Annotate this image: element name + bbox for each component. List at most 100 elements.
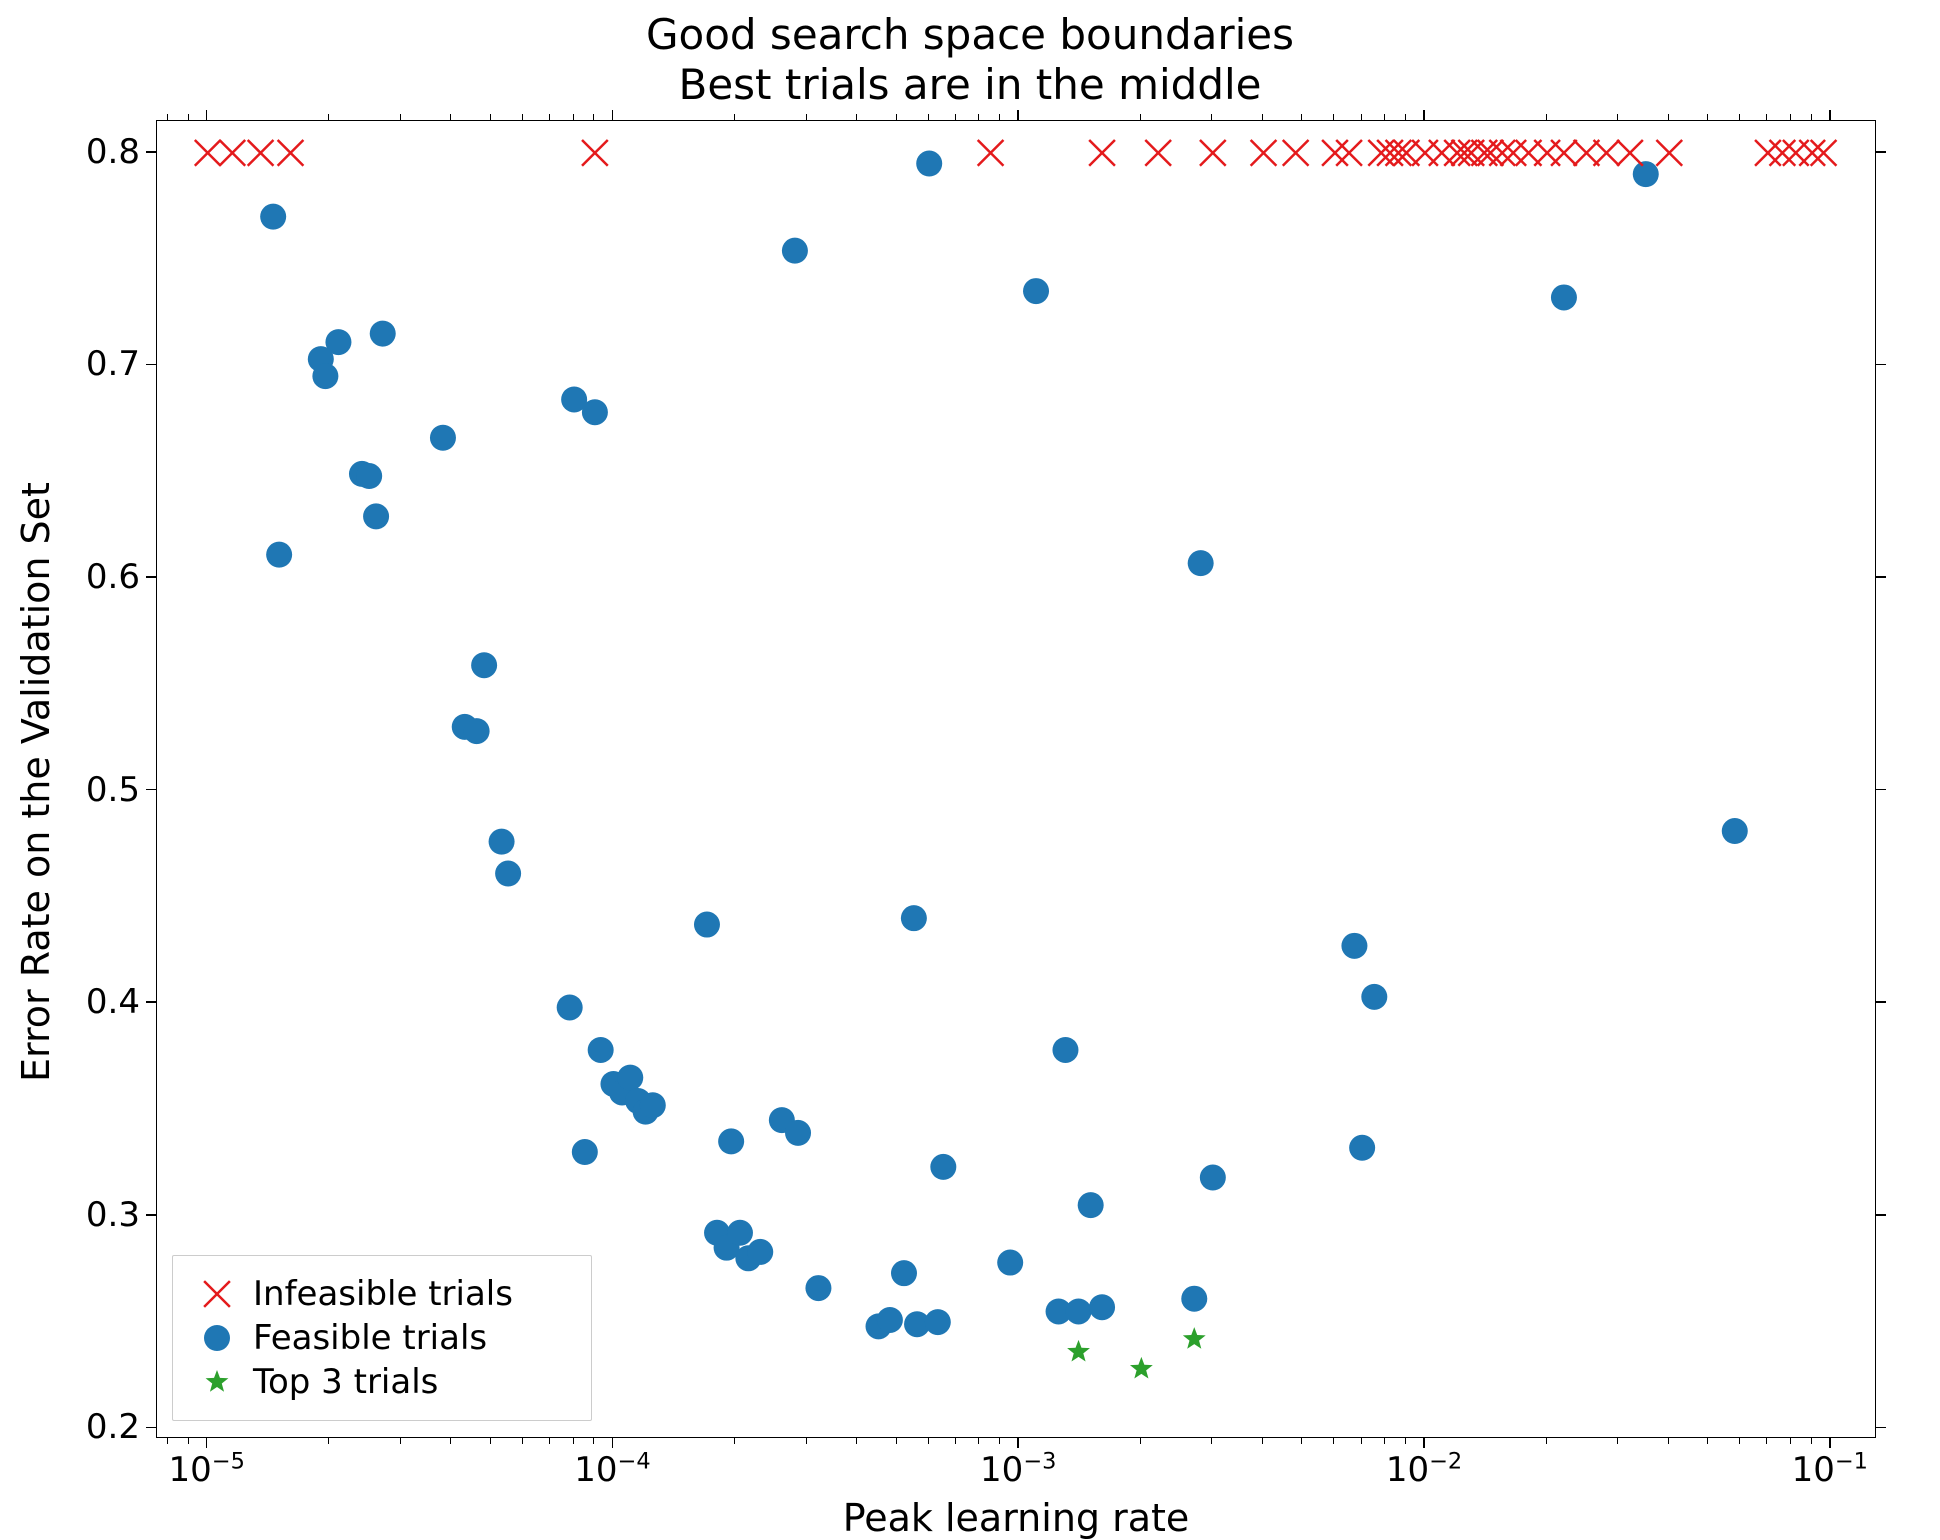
scatter-point: [1067, 1340, 1090, 1362]
scatter-point: [1188, 550, 1214, 576]
x-tick-label: 10−3: [980, 1450, 1056, 1490]
scatter-point: [891, 1260, 917, 1286]
scatter-point: [249, 141, 273, 165]
scatter-point: [572, 1139, 598, 1165]
scatter-point: [1349, 1135, 1375, 1161]
x-tick-label: 10−5: [169, 1450, 245, 1490]
plot-area: [156, 120, 1876, 1438]
scatter-point: [640, 1092, 666, 1118]
scatter-point: [1594, 141, 1618, 165]
legend-label: Infeasible trials: [253, 1274, 513, 1314]
legend-swatch: [189, 1367, 245, 1397]
legend-swatch: [189, 1323, 245, 1353]
scatter-point: [464, 718, 490, 744]
legend-label: Feasible trials: [253, 1318, 487, 1358]
scatter-point: [583, 141, 607, 165]
scatter-point: [930, 1154, 956, 1180]
scatter-point: [916, 151, 942, 177]
figure: Good search space boundariesBest trials …: [0, 0, 1940, 1539]
y-tick-label: 0.7: [86, 344, 140, 384]
scatter-point: [1284, 141, 1308, 165]
scatter-point: [1337, 141, 1361, 165]
scatter-point: [1361, 984, 1387, 1010]
scatter-point: [471, 652, 497, 678]
legend-label: Top 3 trials: [253, 1362, 438, 1402]
y-tick-label: 0.6: [86, 557, 140, 597]
scatter-point: [805, 1275, 831, 1301]
chart-title: Good search space boundaries: [0, 10, 1940, 59]
y-axis-label: Error Rate on the Validation Set: [14, 123, 58, 1441]
scatter-point: [901, 905, 927, 931]
scatter-point: [1633, 161, 1659, 187]
scatter-point: [1023, 278, 1049, 304]
y-tick-label: 0.3: [86, 1195, 140, 1235]
y-tick-label: 0.8: [86, 132, 140, 172]
legend-item: Top 3 trials: [189, 1362, 571, 1402]
legend-item: Infeasible trials: [189, 1274, 571, 1314]
legend-item: Feasible trials: [189, 1318, 571, 1358]
scatter-point: [1201, 141, 1225, 165]
scatter-point: [718, 1128, 744, 1154]
scatter-point: [1323, 141, 1347, 165]
scatter-point: [196, 141, 220, 165]
scatter-point: [997, 1250, 1023, 1276]
scatter-point: [1066, 1298, 1092, 1324]
scatter-point: [617, 1065, 643, 1091]
scatter-point: [1478, 141, 1502, 165]
scatter-point: [694, 912, 720, 938]
scatter-point: [727, 1220, 753, 1246]
scatter-point: [1812, 141, 1836, 165]
scatter-point: [1722, 818, 1748, 844]
scatter-point: [489, 829, 515, 855]
scatter-point: [979, 141, 1003, 165]
scatter-point: [356, 463, 382, 489]
scatter-point: [220, 141, 244, 165]
scatter-point: [557, 994, 583, 1020]
scatter-point: [1756, 141, 1780, 165]
scatter-point: [1552, 141, 1576, 165]
scatter-point: [1770, 141, 1794, 165]
scatter-point: [747, 1239, 773, 1265]
scatter-point: [1090, 141, 1114, 165]
x-tick-label: 10−4: [574, 1450, 650, 1490]
scatter-point: [363, 503, 389, 529]
scatter-point: [312, 363, 338, 389]
scatter-point: [1800, 141, 1824, 165]
scatter-point: [782, 238, 808, 264]
scatter-point: [588, 1037, 614, 1063]
legend: Infeasible trialsFeasible trialsTop 3 tr…: [172, 1255, 592, 1421]
scatter-point: [1052, 1037, 1078, 1063]
x-tick-label: 10−1: [1792, 1450, 1868, 1490]
scatter-point: [260, 204, 286, 230]
scatter-point: [1130, 1357, 1153, 1379]
scatter-point: [1574, 141, 1598, 165]
legend-swatch: [189, 1279, 245, 1309]
scatter-point: [1146, 141, 1170, 165]
scatter-point: [1551, 284, 1577, 310]
scatter-point: [1618, 141, 1642, 165]
scatter-point: [877, 1307, 903, 1333]
y-tick-label: 0.4: [86, 982, 140, 1022]
scatter-point: [1078, 1192, 1104, 1218]
scatter-point: [266, 542, 292, 568]
y-tick-label: 0.2: [86, 1407, 140, 1447]
scatter-point: [1657, 141, 1681, 165]
x-tick-label: 10−2: [1386, 1450, 1462, 1490]
scatter-point: [1200, 1165, 1226, 1191]
scatter-point: [582, 399, 608, 425]
scatter-point: [1490, 141, 1514, 165]
plot-svg: [157, 121, 1877, 1439]
scatter-point: [495, 861, 521, 887]
x-axis-label: Peak learning rate: [156, 1496, 1876, 1540]
scatter-point: [1089, 1294, 1115, 1320]
scatter-point: [1181, 1286, 1207, 1312]
scatter-point: [925, 1309, 951, 1335]
scatter-point: [1183, 1327, 1206, 1349]
scatter-point: [370, 321, 396, 347]
scatter-point: [1252, 141, 1276, 165]
scatter-point: [279, 141, 303, 165]
scatter-point: [430, 425, 456, 451]
scatter-point: [325, 329, 351, 355]
chart-title: Best trials are in the middle: [0, 60, 1940, 109]
y-tick-label: 0.5: [86, 770, 140, 810]
